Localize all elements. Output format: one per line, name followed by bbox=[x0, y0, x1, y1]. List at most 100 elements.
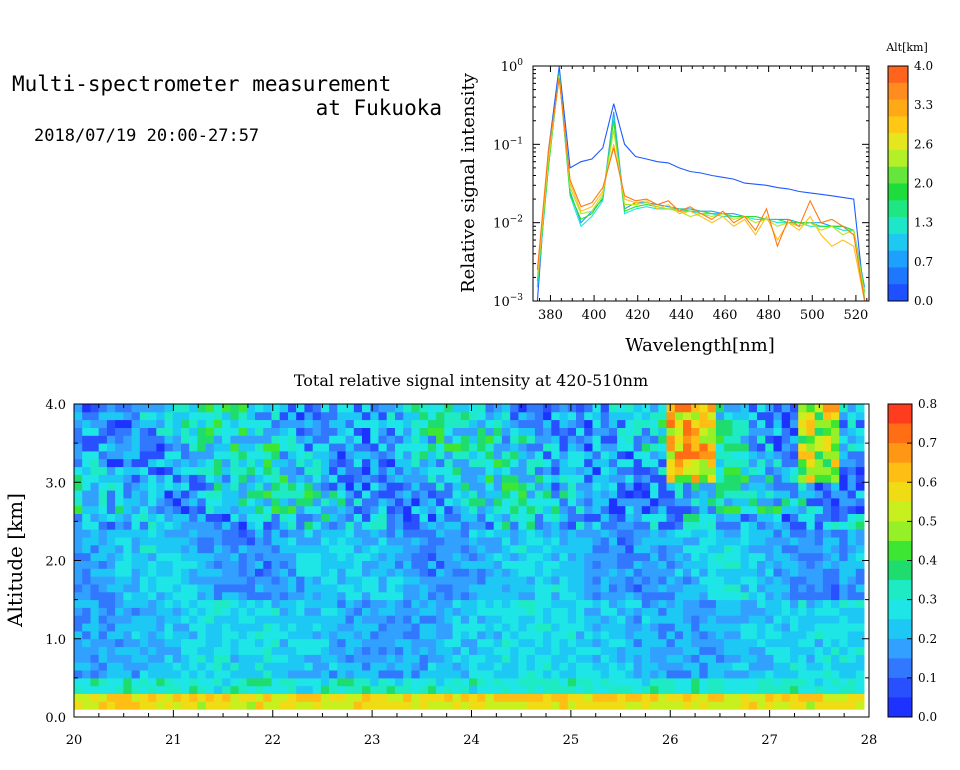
heatmap-cell bbox=[732, 599, 742, 608]
heatmap-cell bbox=[485, 670, 495, 679]
heatmap-cell bbox=[674, 623, 684, 632]
heatmap-cell bbox=[139, 482, 149, 491]
heatmap-cell bbox=[806, 443, 816, 452]
heatmap-cell bbox=[600, 646, 610, 655]
heatmap-cell bbox=[189, 568, 198, 577]
heatmap-cell bbox=[115, 497, 124, 507]
heatmap-cell bbox=[427, 450, 437, 460]
heatmap-cell bbox=[477, 474, 486, 483]
heatmap-cell bbox=[526, 670, 536, 679]
heatmap-cell bbox=[790, 490, 799, 499]
heatmap-cell bbox=[172, 615, 182, 624]
heatmap-cell bbox=[255, 662, 264, 671]
heatmap-cell bbox=[765, 623, 774, 632]
heatmap-cell bbox=[444, 490, 453, 499]
heatmap-cell bbox=[139, 450, 149, 460]
heatmap-cell bbox=[765, 427, 774, 436]
heatmap-cell bbox=[683, 584, 692, 593]
heatmap-cell bbox=[501, 458, 511, 468]
heatmap-cell bbox=[115, 544, 124, 554]
heatmap-cell bbox=[493, 662, 503, 671]
heatmap-cell bbox=[477, 450, 486, 460]
heatmap-cell bbox=[263, 560, 272, 569]
heatmap-cell bbox=[304, 544, 314, 554]
heatmap-cell bbox=[526, 693, 536, 702]
heatmap-cell bbox=[82, 505, 91, 514]
heatmap-cell bbox=[255, 435, 264, 444]
heatmap-cell bbox=[469, 482, 478, 491]
heatmap-cell bbox=[296, 474, 305, 483]
heatmap-cell bbox=[543, 466, 552, 475]
heatmap-cell bbox=[625, 450, 635, 460]
heatmap-cell bbox=[740, 513, 750, 522]
heatmap-cell bbox=[395, 630, 404, 640]
heatmap-cell bbox=[781, 450, 791, 460]
heatmap-cell bbox=[707, 693, 717, 702]
heatmap-cell bbox=[724, 552, 733, 561]
heatmap-cell bbox=[255, 450, 264, 460]
heatmap-cell bbox=[230, 490, 240, 499]
heatmap-cell bbox=[600, 466, 610, 475]
heatmap-cell bbox=[773, 630, 783, 640]
heatmap-cell bbox=[353, 670, 363, 679]
heatmap-cell bbox=[181, 435, 190, 444]
heatmap-cell bbox=[715, 458, 725, 468]
heatmap-cell bbox=[493, 450, 503, 460]
heatmap-cell bbox=[633, 599, 643, 608]
heatmap-cell bbox=[814, 427, 824, 436]
heatmap-cell bbox=[839, 677, 848, 687]
heatmap-cell bbox=[724, 443, 733, 452]
heatmap-cell bbox=[576, 404, 585, 413]
heatmap-cell bbox=[600, 490, 610, 499]
heatmap-cell bbox=[724, 435, 733, 444]
heatmap-cell bbox=[312, 568, 322, 577]
heatmap-cell bbox=[625, 662, 635, 671]
heatmap-cell bbox=[353, 693, 363, 702]
heatmap-cell bbox=[715, 435, 725, 444]
altitude-colorbar-frame bbox=[887, 65, 909, 302]
heatmap-cell bbox=[691, 591, 700, 601]
heatmap-cell bbox=[806, 568, 816, 577]
heatmap-cell bbox=[748, 419, 758, 428]
heatmap-cell bbox=[699, 435, 709, 444]
heatmap-ytick-label: 3.0 bbox=[45, 476, 66, 491]
heatmap-cell bbox=[106, 419, 116, 428]
heatmap-cell bbox=[691, 443, 700, 452]
heatmap-cell bbox=[436, 568, 445, 577]
heatmap-cell bbox=[501, 685, 511, 694]
heatmap-cell bbox=[798, 505, 807, 514]
heatmap-cell bbox=[74, 458, 83, 468]
heatmap-cell bbox=[625, 529, 635, 538]
heatmap-cell bbox=[106, 450, 116, 460]
heatmap-cell bbox=[485, 404, 495, 413]
heatmap-cell bbox=[279, 630, 289, 640]
heatmap-xtick-label: 26 bbox=[662, 733, 679, 748]
heatmap-cell bbox=[740, 450, 750, 460]
heatmap-cell bbox=[576, 576, 585, 585]
heatmap-cell bbox=[263, 544, 272, 554]
heatmap-cell bbox=[650, 623, 659, 632]
heatmap-cell bbox=[362, 427, 371, 436]
heatmap-cell bbox=[353, 615, 363, 624]
heatmap-cell bbox=[172, 693, 182, 702]
heatmap-cell bbox=[625, 599, 635, 608]
heatmap-cell bbox=[246, 435, 256, 444]
heatmap-cell bbox=[806, 458, 816, 468]
heatmap-cell bbox=[444, 427, 453, 436]
heatmap-cell bbox=[732, 670, 742, 679]
heatmap-cell bbox=[156, 505, 165, 514]
heatmap-cell bbox=[395, 701, 404, 710]
heatmap-cell bbox=[378, 623, 388, 632]
heatmap-cell bbox=[205, 677, 215, 687]
heatmap-cell bbox=[847, 411, 857, 421]
heatmap-cell bbox=[82, 646, 91, 655]
heatmap-cell bbox=[106, 568, 116, 577]
heatmap-cell bbox=[666, 450, 676, 460]
heatmap-cell bbox=[855, 630, 865, 640]
heatmap-cell bbox=[106, 599, 116, 608]
heatmap-cell bbox=[238, 591, 248, 601]
heatmap-cell bbox=[674, 552, 684, 561]
heatmap-cell bbox=[699, 630, 709, 640]
heatmap-cell bbox=[699, 584, 709, 593]
heatmap-cell bbox=[370, 419, 379, 428]
